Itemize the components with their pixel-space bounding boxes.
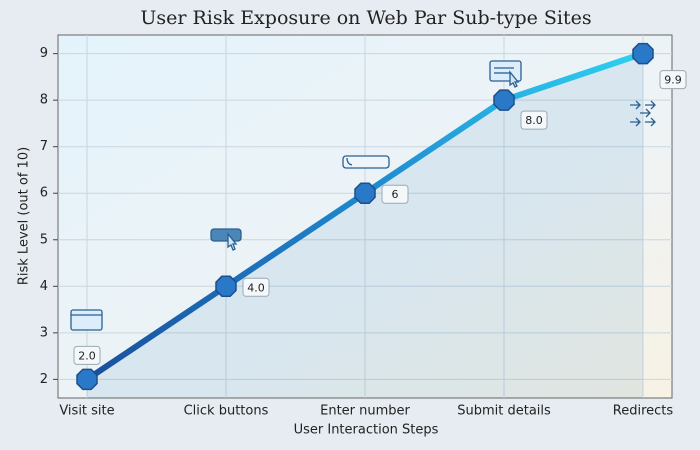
x-tick-label: Submit details bbox=[457, 404, 551, 419]
annotation-box bbox=[242, 277, 270, 297]
x-tick-label: Click buttons bbox=[184, 404, 269, 419]
annotation: 4.0 bbox=[247, 281, 265, 294]
marker bbox=[354, 182, 376, 204]
y-tick-label: 5 bbox=[40, 232, 48, 247]
annotation: 8.0 bbox=[525, 114, 543, 127]
marker bbox=[632, 42, 654, 65]
y-tick-label: 9 bbox=[40, 46, 48, 61]
y-tick-label: 6 bbox=[40, 186, 48, 201]
annotation-box bbox=[73, 345, 101, 365]
y-axis-label: Risk Level (out of 10) bbox=[17, 147, 32, 285]
annotation: 2.0 bbox=[78, 349, 96, 362]
annotation: 6 bbox=[392, 188, 399, 201]
y-tick-label: 3 bbox=[40, 325, 48, 340]
annotation: 9.9 bbox=[664, 74, 682, 87]
y-tick-label: 8 bbox=[40, 93, 48, 108]
x-tick-label: Enter number bbox=[320, 404, 410, 419]
marker bbox=[215, 275, 237, 298]
y-tick-label: 7 bbox=[40, 139, 48, 154]
icons bbox=[70, 60, 656, 331]
x-tick-label: Visit site bbox=[59, 404, 114, 419]
annotation-box bbox=[381, 184, 409, 204]
marker bbox=[493, 89, 515, 111]
chart-title: User Risk Exposure on Web Par Sub-type S… bbox=[140, 7, 591, 29]
area bbox=[87, 53, 643, 398]
x-tick-label: Redirects bbox=[613, 404, 674, 419]
y-tick-label: 2 bbox=[40, 372, 48, 387]
annotation-box bbox=[520, 110, 548, 130]
annotation-box bbox=[659, 70, 687, 90]
marker bbox=[76, 368, 98, 391]
y-tick-label: 4 bbox=[40, 279, 48, 294]
x-axis-label: User Interaction Steps bbox=[294, 423, 439, 438]
